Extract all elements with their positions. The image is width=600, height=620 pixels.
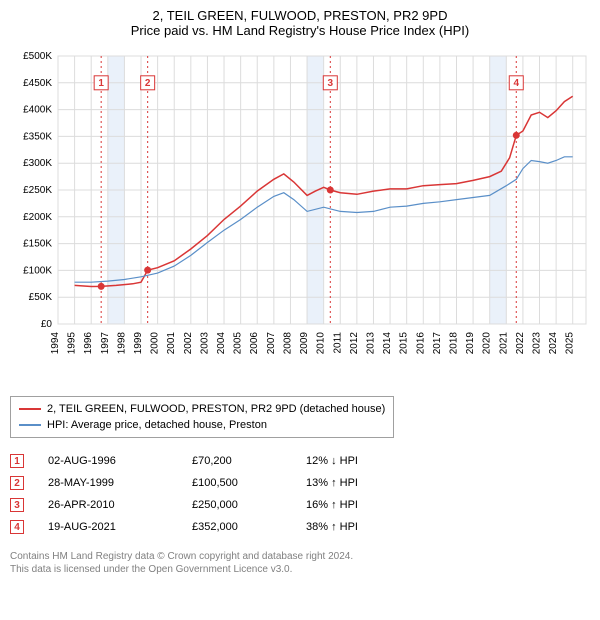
x-tick-label: 2008 (282, 332, 293, 355)
x-tick-label: 2025 (565, 332, 576, 355)
y-tick-label: £450K (23, 78, 52, 89)
x-tick-label: 2005 (233, 332, 244, 355)
sale-row-price: £70,200 (192, 455, 282, 467)
sale-row-diff: 13% ↑ HPI (306, 477, 396, 489)
x-tick-label: 2003 (199, 332, 210, 355)
sale-row-price: £352,000 (192, 521, 282, 533)
legend-row: 2, TEIL GREEN, FULWOOD, PRESTON, PR2 9PD… (19, 401, 385, 417)
chart-title-line1: 2, TEIL GREEN, FULWOOD, PRESTON, PR2 9PD (10, 8, 590, 23)
chart-title-line2: Price paid vs. HM Land Registry's House … (10, 23, 590, 38)
x-tick-label: 1994 (50, 332, 61, 355)
sale-row-price: £100,500 (192, 477, 282, 489)
legend-swatch (19, 424, 41, 426)
sale-row: 1 02-AUG-1996 £70,200 12% ↓ HPI (10, 450, 590, 472)
sale-marker-dot (513, 132, 520, 139)
sale-row-date: 26-APR-2010 (48, 499, 168, 511)
x-tick-label: 2024 (548, 332, 559, 355)
sales-table: 1 02-AUG-1996 £70,200 12% ↓ HPI 2 28-MAY-1999… (10, 450, 590, 538)
x-tick-label: 2023 (532, 332, 543, 355)
sale-row: 2 28-MAY-1999 £100,500 13% ↑ HPI (10, 472, 590, 494)
footer-line2: This data is licensed under the Open Gov… (10, 563, 590, 576)
x-tick-label: 2021 (498, 332, 509, 355)
footer-attribution: Contains HM Land Registry data © Crown c… (10, 550, 590, 576)
x-tick-label: 2019 (465, 332, 476, 355)
y-tick-label: £200K (23, 212, 52, 223)
x-tick-label: 1997 (100, 332, 111, 355)
sale-row-price: £250,000 (192, 499, 282, 511)
x-tick-label: 2016 (415, 332, 426, 355)
sale-row-diff: 16% ↑ HPI (306, 499, 396, 511)
x-tick-label: 2014 (382, 332, 393, 355)
x-tick-label: 2010 (316, 332, 327, 355)
x-tick-label: 2002 (183, 332, 194, 355)
sale-marker-number: 2 (145, 78, 151, 89)
sale-row: 4 19-AUG-2021 £352,000 38% ↑ HPI (10, 516, 590, 538)
y-tick-label: £250K (23, 185, 52, 196)
chart-svg: £0 £50K £100K £150K £200K £250K £300K £350K £400… (10, 46, 590, 386)
y-tick-label: £350K (23, 131, 52, 142)
x-tick-label: 2007 (266, 332, 277, 355)
x-tick-label: 1999 (133, 332, 144, 355)
legend-label: HPI: Average price, detached house, Pres… (47, 419, 267, 431)
sale-row-diff: 38% ↑ HPI (306, 521, 396, 533)
sale-row-diff: 12% ↓ HPI (306, 455, 396, 467)
chart-area: £0 £50K £100K £150K £200K £250K £300K £350K £400… (10, 46, 590, 386)
y-tick-label: £400K (23, 105, 52, 116)
x-tick-label: 2013 (365, 332, 376, 355)
legend: 2, TEIL GREEN, FULWOOD, PRESTON, PR2 9PD… (10, 396, 394, 438)
x-tick-label: 2015 (399, 332, 410, 355)
x-tick-label: 1995 (67, 332, 78, 355)
sale-row-marker: 2 (10, 476, 24, 490)
sale-row-date: 02-AUG-1996 (48, 455, 168, 467)
y-tick-label: £150K (23, 239, 52, 250)
sale-row-date: 19-AUG-2021 (48, 521, 168, 533)
sale-marker-number: 1 (98, 78, 104, 89)
sale-marker-number: 3 (328, 78, 334, 89)
x-tick-label: 2001 (166, 332, 177, 355)
x-tick-label: 1998 (116, 332, 127, 355)
legend-row: HPI: Average price, detached house, Pres… (19, 417, 385, 433)
sale-row: 3 26-APR-2010 £250,000 16% ↑ HPI (10, 494, 590, 516)
x-tick-label: 2017 (432, 332, 443, 355)
x-tick-label: 2004 (216, 332, 227, 355)
footer-line1: Contains HM Land Registry data © Crown c… (10, 550, 590, 563)
y-tick-label: £500K (23, 51, 52, 62)
x-tick-label: 2018 (448, 332, 459, 355)
x-tick-label: 2022 (515, 332, 526, 355)
sale-row-marker: 3 (10, 498, 24, 512)
x-tick-label: 2012 (349, 332, 360, 355)
x-tick-label: 2011 (332, 332, 343, 354)
sale-marker-number: 4 (513, 78, 519, 89)
chart-title-block: 2, TEIL GREEN, FULWOOD, PRESTON, PR2 9PD… (10, 8, 590, 38)
x-tick-label: 2020 (482, 332, 493, 355)
sale-row-date: 28-MAY-1999 (48, 477, 168, 489)
legend-label: 2, TEIL GREEN, FULWOOD, PRESTON, PR2 9PD… (47, 403, 385, 415)
legend-swatch (19, 408, 41, 410)
x-tick-label: 2006 (249, 332, 260, 355)
y-tick-label: £0 (41, 319, 53, 330)
sale-marker-dot (98, 283, 105, 290)
x-tick-label: 1996 (83, 332, 94, 355)
y-tick-label: £100K (23, 265, 52, 276)
x-tick-label: 2009 (299, 332, 310, 355)
x-tick-label: 2000 (150, 332, 161, 355)
sale-marker-dot (327, 187, 334, 194)
y-tick-label: £300K (23, 158, 52, 169)
sale-marker-dot (144, 267, 151, 274)
sale-row-marker: 1 (10, 454, 24, 468)
y-tick-label: £50K (29, 292, 53, 303)
sale-row-marker: 4 (10, 520, 24, 534)
